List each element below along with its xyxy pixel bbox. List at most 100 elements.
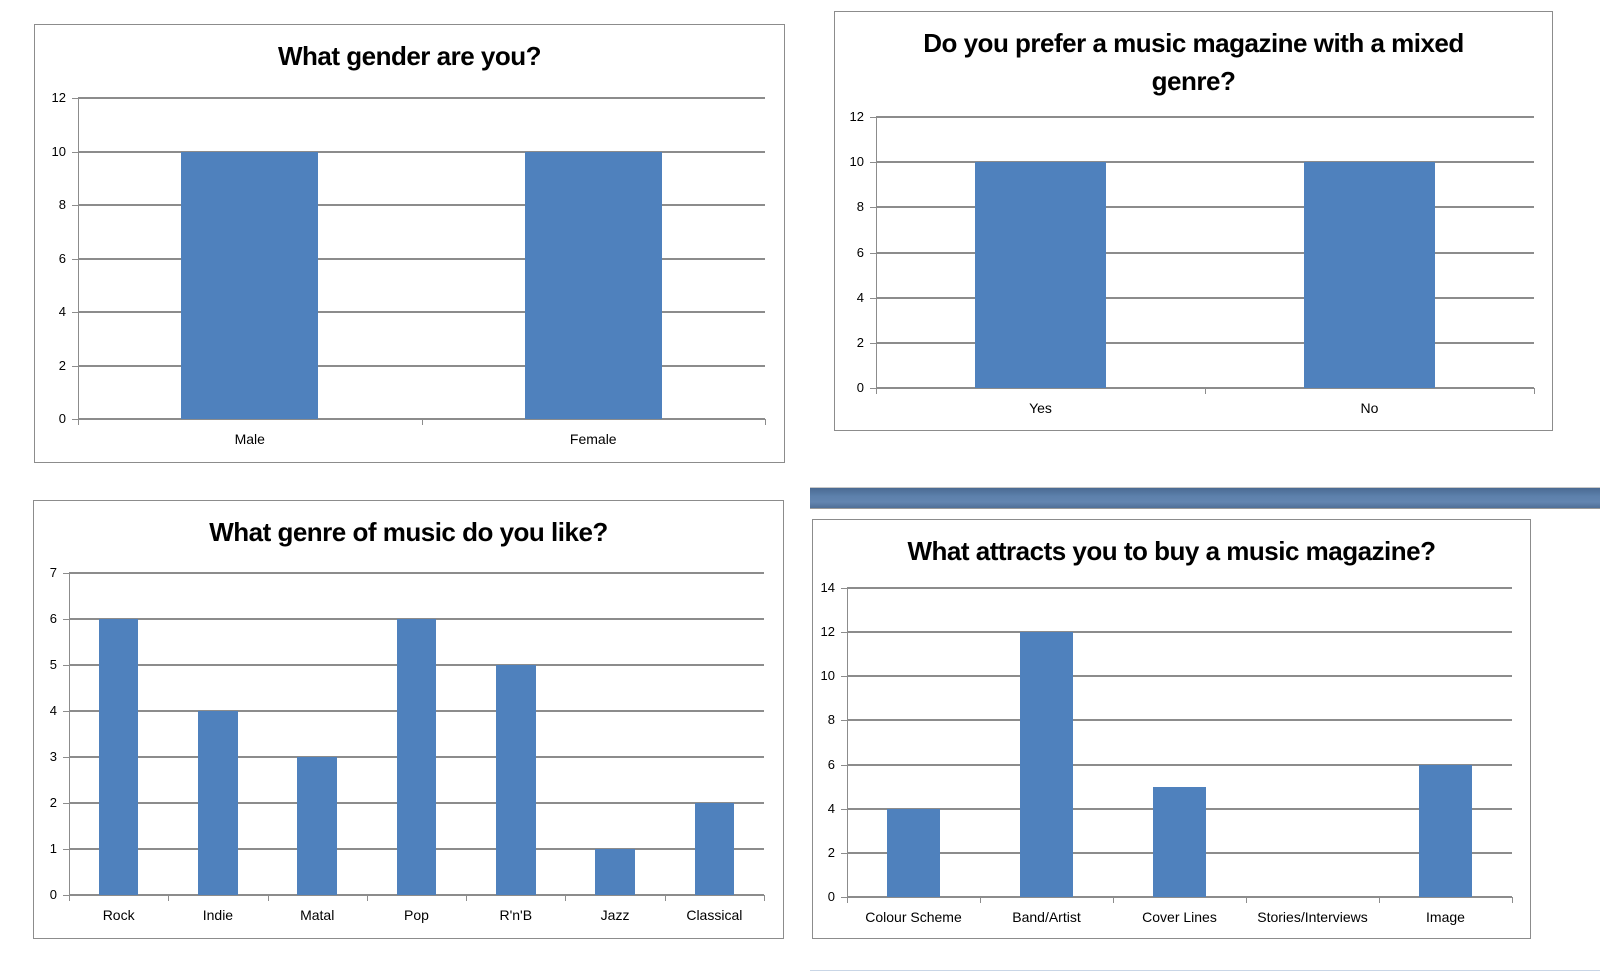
x-tick-mark <box>980 897 981 903</box>
y-tick-mark <box>870 252 876 254</box>
x-tick-mark <box>764 895 765 901</box>
y-tick-label: 8 <box>58 197 66 212</box>
y-tick-mark <box>841 808 847 810</box>
gridline <box>69 572 764 574</box>
bar-male <box>181 151 319 419</box>
x-category-label: Male <box>234 431 265 447</box>
y-tick-mark <box>841 764 847 766</box>
x-category-label: Jazz <box>600 907 630 923</box>
plot-area: 0 2 4 6 8 10 12 14 Colour Scheme Band/Artist Cover… <box>821 580 1513 925</box>
y-axis-line <box>69 573 70 895</box>
x-category-label: Pop <box>404 907 429 923</box>
y-axis-line <box>847 588 848 897</box>
y-tick-mark <box>63 757 69 758</box>
bar-matal <box>297 757 338 895</box>
y-tick-label: 0 <box>856 380 864 395</box>
bar-pop <box>396 619 437 895</box>
y-tick-label: 2 <box>58 357 66 373</box>
gridline <box>78 364 765 367</box>
x-tick-mark <box>466 895 468 901</box>
x-category-label: Female <box>569 431 617 447</box>
bar-indie <box>198 711 238 895</box>
bar-cover-lines <box>1152 786 1207 897</box>
y-tick-label: 2 <box>49 795 57 810</box>
bar-band-artist <box>1019 632 1074 897</box>
y-tick-mark <box>841 588 847 589</box>
y-tick-label: 1 <box>49 841 57 856</box>
y-tick-mark <box>841 676 847 678</box>
y-tick-label: 6 <box>58 250 66 266</box>
plot-area: 0 1 2 3 4 5 6 7 Rock Indie Matal Pop R'n'B Jazz Classi… <box>50 565 765 923</box>
gridline <box>78 257 765 260</box>
x-tick-mark <box>421 419 423 425</box>
x-category-label: Indie <box>202 907 234 923</box>
y-tick-mark <box>870 388 876 389</box>
y-tick-mark <box>870 162 876 164</box>
y-tick-label: 10 <box>849 154 864 170</box>
chart-title: What gender are you? <box>277 41 542 71</box>
y-tick-label: 6 <box>49 611 57 626</box>
bar-jazz <box>595 849 635 895</box>
y-tick-mark <box>72 419 78 420</box>
y-tick-label: 0 <box>49 887 57 902</box>
y-tick-label: 12 <box>849 109 864 124</box>
x-tick-mark <box>847 897 848 903</box>
y-tick-mark <box>63 665 69 666</box>
y-tick-label: 14 <box>820 580 835 595</box>
chart-mixed-genre: Do you prefer a music magazine with a mi… <box>834 11 1553 431</box>
y-tick-label: 4 <box>856 289 864 305</box>
y-tick-label: 3 <box>49 749 57 764</box>
x-category-label: Classical <box>686 907 743 923</box>
x-category-label: R'n'B <box>499 907 533 923</box>
gridline <box>876 116 1534 118</box>
x-category-label: Image <box>1426 909 1465 925</box>
y-tick-label: 12 <box>51 90 66 105</box>
y-tick-label: 4 <box>827 800 835 816</box>
y-tick-mark <box>870 207 876 209</box>
y-tick-mark <box>72 312 78 313</box>
x-tick-mark <box>1246 897 1247 903</box>
x-tick-mark <box>876 388 877 394</box>
y-tick-label: 10 <box>820 668 835 684</box>
x-category-label: Band/Artist <box>1012 909 1081 925</box>
y-tick-mark <box>841 852 847 854</box>
x-tick-mark <box>765 419 766 425</box>
y-tick-label: 8 <box>856 199 864 215</box>
gridline <box>876 296 1534 299</box>
y-tick-mark <box>841 720 847 722</box>
x-category-label: Yes <box>1029 400 1052 416</box>
y-tick-label: 8 <box>827 712 835 728</box>
y-tick-label: 4 <box>58 304 66 319</box>
y-tick-mark <box>72 151 78 153</box>
bar-colour-scheme <box>886 808 941 897</box>
x-tick-mark <box>78 419 79 425</box>
gridline <box>847 587 1512 589</box>
chart-title: What attracts you to buy a music magazin… <box>907 536 1437 566</box>
bottom-rule <box>810 970 1600 971</box>
y-tick-label: 7 <box>49 565 57 580</box>
x-tick-mark <box>1534 388 1535 394</box>
chart-gender: What gender are you? 0 2 4 6 8 10 12 Male Female <box>34 24 785 463</box>
x-tick-mark <box>69 895 70 901</box>
y-tick-label: 10 <box>51 143 66 159</box>
y-tick-label: 0 <box>58 411 66 426</box>
plot-area: 0 2 4 6 8 10 12 Male Female <box>52 90 766 447</box>
y-tick-mark <box>841 632 847 634</box>
x-category-label: Stories/Interviews <box>1257 909 1368 925</box>
y-tick-label: 6 <box>827 756 835 772</box>
gridline <box>69 894 764 896</box>
gridline <box>876 206 1534 209</box>
y-tick-mark <box>63 849 69 850</box>
x-tick-mark <box>168 895 170 901</box>
x-tick-mark <box>1205 388 1206 394</box>
y-tick-mark <box>63 803 69 804</box>
bar-rock <box>98 619 139 895</box>
y-tick-mark <box>63 619 69 620</box>
x-category-label: Matal <box>300 907 335 923</box>
gridline <box>876 341 1534 344</box>
gridline <box>78 204 765 206</box>
y-tick-label: 6 <box>856 244 864 260</box>
bar-no <box>1303 162 1436 388</box>
y-tick-label: 2 <box>827 844 835 860</box>
y-tick-mark <box>72 98 78 99</box>
